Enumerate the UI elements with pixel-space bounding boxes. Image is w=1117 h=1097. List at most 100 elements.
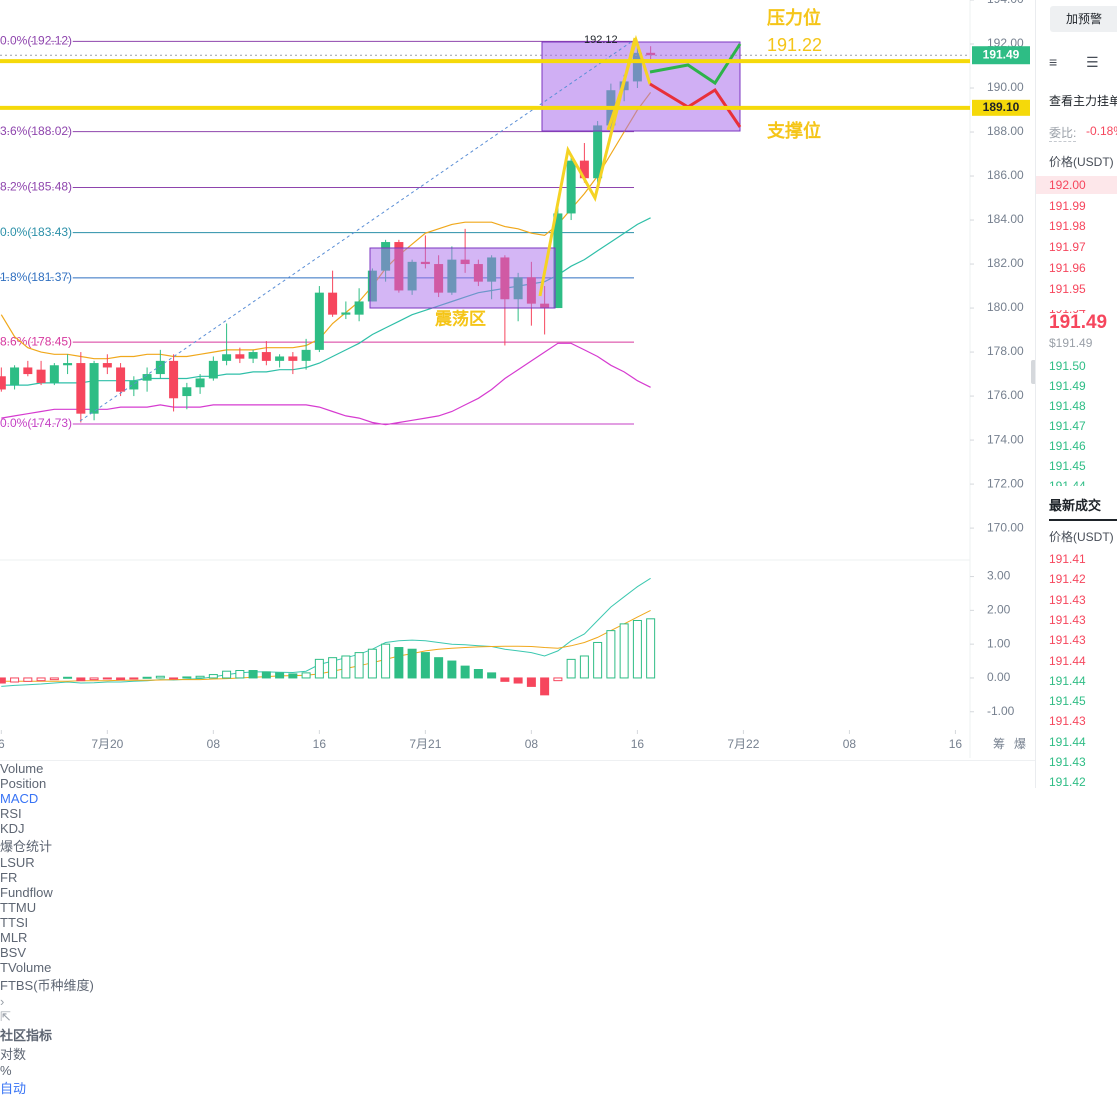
price-tag — [972, 99, 1030, 116]
macd-bar — [129, 677, 139, 680]
macd-bar — [182, 676, 192, 679]
y-tick-label: -1.00 — [987, 704, 1015, 718]
main-layer — [0, 41, 970, 696]
macd-bar — [619, 623, 629, 679]
annotation: 192.12 — [584, 34, 618, 46]
macd-bar — [235, 670, 245, 679]
macd-bar — [394, 647, 404, 679]
candle-body — [235, 354, 245, 359]
indicator-tab[interactable]: RSI — [0, 806, 22, 821]
bid-price: 191.49 — [1049, 379, 1086, 393]
main-orders-link[interactable]: 查看主力挂单 — [1049, 94, 1117, 108]
indicator-tab[interactable]: FR — [0, 870, 18, 885]
book-view-icon[interactable]: ≡ — [1049, 54, 1058, 70]
indicator-tab[interactable]: Position — [0, 776, 47, 791]
macd-bar — [116, 677, 126, 681]
candle-body — [116, 367, 126, 392]
macd-line — [1, 609, 651, 682]
macd-bar — [102, 677, 112, 680]
indicator-tab[interactable]: BSV — [0, 945, 27, 960]
fib-label: 1.8%(181.37) — [0, 270, 72, 284]
indicator-tab[interactable]: KDJ — [0, 821, 25, 836]
macd-bar — [0, 677, 6, 684]
annotation: 支撑位 — [766, 120, 821, 141]
x-tick-label: 16 — [313, 737, 327, 751]
community-indicators[interactable]: 社区指标 — [0, 1028, 53, 1043]
axis-corner-label: 爆 — [1014, 737, 1026, 751]
candle-body — [23, 367, 33, 375]
moving-average — [0, 92, 652, 360]
macd-bar — [434, 657, 444, 679]
percent-toggle[interactable]: % — [0, 1063, 12, 1078]
macd-bar — [142, 676, 152, 679]
y-tick-label: 186.00 — [987, 168, 1024, 182]
macd-bar — [275, 672, 285, 679]
trade-price: 191.43 — [1049, 714, 1086, 729]
indicator-tab[interactable]: TTSI — [0, 915, 29, 930]
ask-price: 191.97 — [1049, 240, 1086, 255]
trade-price: 191.42 — [1049, 775, 1086, 788]
candle-body — [0, 376, 6, 390]
macd-bar — [487, 672, 497, 679]
y-tick-label: 174.00 — [987, 432, 1024, 446]
indicator-tab[interactable]: Fundflow — [0, 885, 53, 900]
chart: 0.0%(192.12) 3.6%(188.02) 8.2%(185.48) 0.0%… — [0, 0, 1035, 758]
trade-price: 191.43 — [1049, 633, 1086, 648]
bid-price: 191.50 — [1049, 359, 1086, 373]
macd-bar — [195, 675, 205, 679]
macd-bar — [593, 641, 603, 679]
macd-bar — [460, 665, 470, 679]
indicator-tab[interactable]: 爆仓统计 — [0, 839, 53, 854]
y-tick-label: 178.00 — [987, 344, 1024, 358]
macd-bar — [579, 655, 589, 679]
indicator-tab[interactable]: TVolume — [0, 960, 52, 975]
auto-toggle[interactable]: 自动 — [0, 1081, 27, 1096]
nav-arrow[interactable]: › — [0, 994, 5, 1009]
candle-body — [288, 356, 298, 361]
candle-body — [248, 352, 258, 359]
candle-body — [155, 360, 165, 375]
indicator-tab[interactable]: TTMU — [0, 900, 37, 915]
under-layer: 0.0%(192.12) 3.6%(188.02) 8.2%(185.48) 0.0%… — [0, 32, 652, 687]
y-tick-label: 176.00 — [987, 388, 1024, 402]
y-tick-label: 194.00 — [987, 0, 1024, 6]
alert-button[interactable]: 加预警 — [1050, 6, 1117, 32]
y-tick-label: 170.00 — [987, 520, 1024, 534]
trade-price: 191.44 — [1049, 673, 1086, 688]
ask-price: 191.96 — [1049, 260, 1086, 275]
macd-bar — [49, 677, 59, 681]
x-tick-label: 08 — [525, 737, 539, 751]
y-tick-label: 184.00 — [987, 212, 1024, 226]
candle-body — [579, 160, 589, 179]
annotation: 震荡区 — [434, 309, 486, 328]
candle-body — [102, 363, 112, 368]
indicator-tab[interactable]: MLR — [0, 930, 28, 945]
bid-price: 191.47 — [1049, 419, 1086, 433]
indicator-tab[interactable]: FTBS(币种维度) — [0, 978, 94, 993]
macd-bar — [208, 674, 218, 679]
price-header: 价格(USDT) — [1049, 155, 1114, 169]
candle-body — [314, 292, 324, 350]
y-tick-label: 2.00 — [987, 603, 1011, 617]
macd-bar — [288, 673, 298, 679]
macd-bar — [367, 648, 377, 679]
log-toggle[interactable]: 对数 — [0, 1047, 27, 1062]
macd-bar — [36, 677, 46, 682]
trade-price: 191.44 — [1049, 653, 1086, 668]
community-icon[interactable]: ⇱ — [0, 1009, 11, 1024]
candle-body — [301, 349, 311, 361]
y-tick-label: 1.00 — [987, 636, 1011, 650]
indicator-tab[interactable]: MACD — [0, 791, 39, 806]
book-view-icon[interactable]: ☰ — [1086, 54, 1099, 70]
x-tick-label: 16 — [949, 737, 963, 751]
macd-bar — [222, 670, 232, 679]
macd-bar — [169, 677, 179, 680]
macd-bar — [341, 655, 351, 679]
macd-bar — [407, 648, 417, 679]
indicator-tab[interactable]: Volume — [0, 761, 44, 776]
macd-bar — [10, 677, 20, 683]
collapse-handle[interactable] — [1031, 360, 1035, 384]
indicator-tab[interactable]: LSUR — [0, 855, 35, 870]
x-tick-label: 7月20 — [91, 737, 123, 751]
